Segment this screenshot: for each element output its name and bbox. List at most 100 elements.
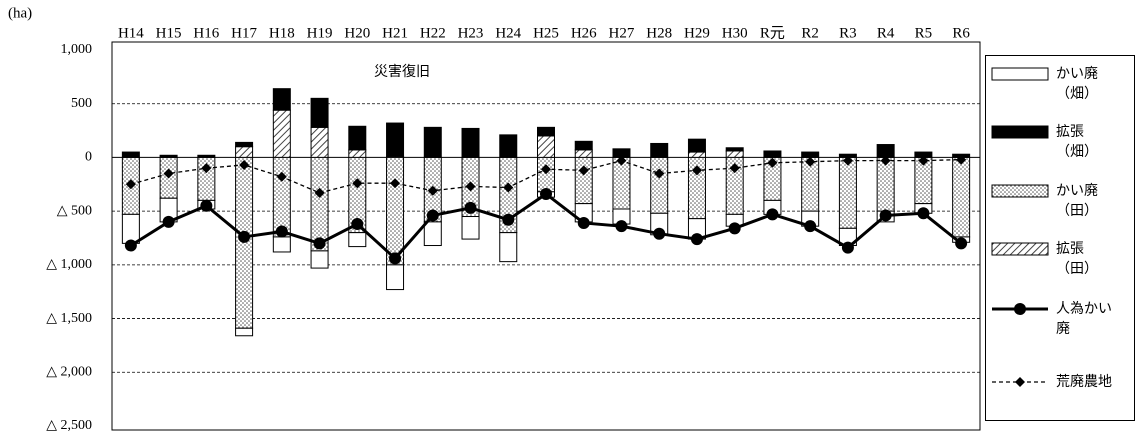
bar — [650, 156, 669, 214]
point — [616, 155, 627, 166]
legend-item: 人為かい廃 — [990, 299, 1116, 339]
annotation: 災害復旧 — [374, 63, 430, 80]
point — [351, 218, 364, 231]
x-tick-label: H30 — [722, 25, 748, 41]
bar — [121, 213, 140, 244]
legend-label: かい廃（田） — [1056, 183, 1098, 219]
bar — [310, 126, 329, 158]
legend-box — [991, 67, 1049, 81]
x-tick-label: H28 — [646, 25, 672, 41]
bar — [499, 232, 518, 263]
bar — [310, 97, 329, 128]
bar — [197, 154, 216, 158]
point — [918, 155, 929, 166]
legend-label: 拡張（田） — [1056, 241, 1098, 277]
line — [130, 192, 963, 261]
axis-unit: (ha) — [8, 5, 32, 21]
bar — [725, 147, 744, 152]
point — [352, 178, 363, 189]
bar — [499, 134, 518, 158]
x-tick-label: H17 — [231, 25, 257, 41]
bar — [537, 126, 555, 137]
y-tick-label: △ 1,000 — [46, 257, 92, 272]
bar — [386, 264, 405, 291]
point — [125, 179, 136, 190]
bar — [763, 150, 782, 158]
point — [578, 165, 589, 176]
legend-swatch — [992, 303, 1048, 315]
x-tick-label: H24 — [495, 25, 521, 41]
legend-box — [991, 184, 1049, 198]
x-tick-label: H19 — [307, 25, 333, 41]
bar — [235, 146, 254, 158]
y-tick-label: 1,000 — [61, 42, 93, 57]
point — [766, 208, 779, 221]
y-tick-label: △ 2,500 — [46, 418, 92, 433]
point — [691, 165, 702, 176]
bar — [121, 151, 140, 158]
point — [389, 252, 402, 265]
x-tick-label: H18 — [269, 25, 295, 41]
point — [729, 163, 740, 174]
legend-label: 拡張（畑） — [1056, 124, 1098, 160]
bar — [310, 250, 329, 269]
bar — [423, 221, 442, 247]
point — [124, 239, 137, 252]
x-tick-label: H23 — [458, 25, 484, 41]
point — [275, 225, 288, 238]
legend-label: かい廃（畑） — [1056, 66, 1098, 102]
point — [200, 199, 213, 212]
point — [502, 213, 515, 226]
point — [541, 164, 551, 175]
x-tick-label: R2 — [801, 25, 819, 41]
bar — [537, 156, 555, 193]
point — [314, 187, 325, 198]
bar — [725, 150, 744, 158]
point — [426, 209, 439, 222]
plot-frame — [111, 41, 981, 431]
bar — [650, 142, 669, 158]
point — [163, 168, 174, 179]
bar — [310, 156, 329, 252]
point — [577, 216, 590, 229]
bar — [687, 138, 706, 153]
point — [917, 207, 930, 220]
bar — [235, 141, 254, 148]
y-tick-label: △ 2,000 — [46, 365, 92, 380]
point — [162, 215, 175, 228]
bar — [574, 140, 593, 151]
y-tick-label: 500 — [71, 96, 92, 111]
point — [841, 241, 854, 254]
point — [690, 233, 703, 246]
point — [390, 178, 401, 189]
x-tick-label: H15 — [156, 25, 182, 41]
y-tick-label: △ 500 — [57, 203, 92, 218]
x-tick-label: R6 — [952, 25, 970, 41]
legend-box — [991, 125, 1049, 139]
bar — [272, 236, 291, 253]
x-tick-label: R3 — [839, 25, 857, 41]
x-tick-label: R4 — [877, 25, 895, 41]
x-tick-label: H21 — [382, 25, 408, 41]
point — [465, 181, 476, 192]
legend-box — [991, 242, 1049, 256]
point — [653, 227, 666, 240]
bar — [348, 149, 367, 158]
x-tick-label: H26 — [571, 25, 597, 41]
legend-swatch — [991, 67, 1049, 81]
bar — [386, 156, 405, 266]
x-tick-label: H16 — [193, 25, 219, 41]
point — [540, 187, 552, 200]
legend-swatch — [991, 184, 1049, 198]
legend-swatch — [991, 242, 1049, 256]
bar — [537, 135, 555, 158]
point — [239, 159, 250, 170]
legend-item: 拡張（田） — [990, 239, 1116, 279]
bar — [272, 109, 291, 158]
y-tick-label: △ 1,500 — [46, 311, 92, 326]
legend-item: 拡張（畑） — [990, 122, 1116, 162]
x-tick-label: R5 — [915, 25, 933, 41]
point — [728, 222, 741, 235]
